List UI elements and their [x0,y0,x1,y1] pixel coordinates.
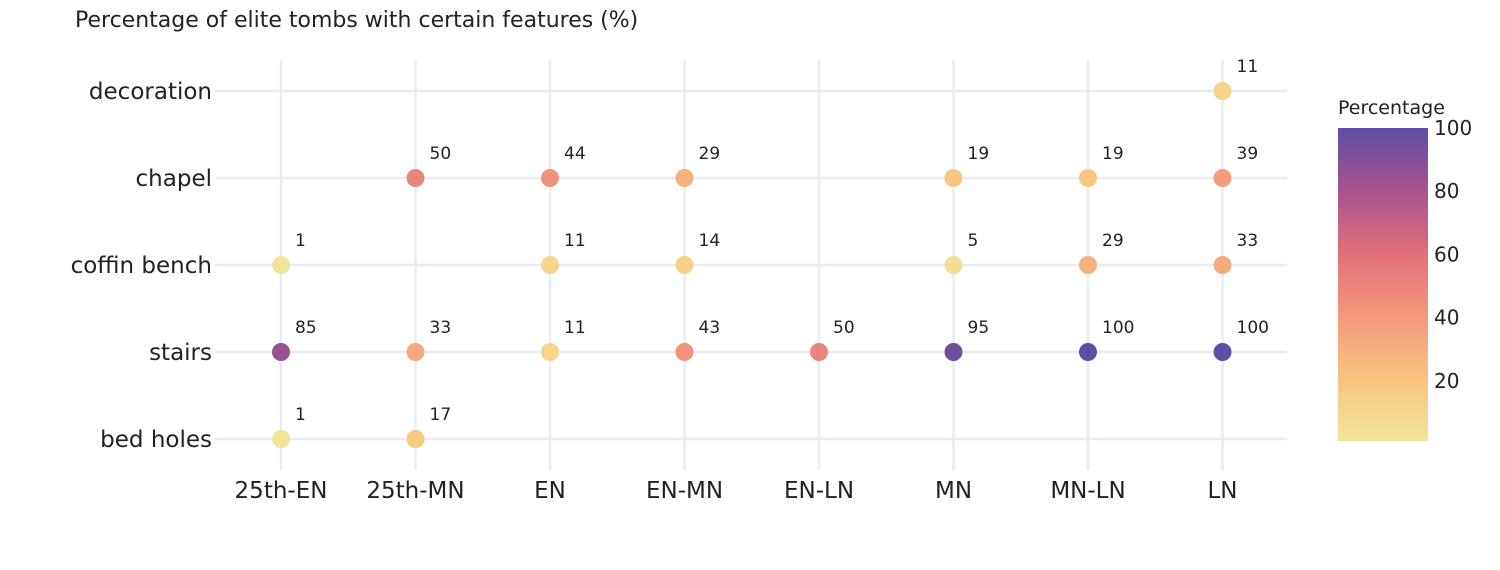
colorbar-tick-label: 100 [1434,116,1472,140]
data-label: 1 [295,405,306,425]
y-tick-label: decoration [89,79,212,105]
data-label: 19 [968,144,990,164]
data-point[interactable] [1213,256,1232,274]
x-tick-label: EN [534,478,566,504]
y-tick-label: bed holes [100,427,212,453]
x-tick-label: 25th-MN [366,478,464,504]
x-tick-label: EN-MN [646,478,723,504]
data-label: 19 [1102,144,1124,164]
data-point[interactable] [406,430,425,448]
x-tick-label: MN-LN [1050,478,1125,504]
data-label: 39 [1237,144,1259,164]
data-label: 50 [430,144,452,164]
data-point[interactable] [541,343,559,361]
data-label: 100 [1237,318,1269,338]
data-label: 95 [968,318,990,338]
data-label: 100 [1102,318,1134,338]
data-point[interactable] [810,343,828,361]
data-label: 5 [968,231,979,251]
data-label: 11 [1237,57,1259,77]
y-tick-label: chapel [136,166,212,192]
data-point[interactable] [1079,169,1097,187]
colorbar-tick-label: 80 [1434,179,1459,203]
data-point[interactable] [406,169,425,187]
y-axis-ticks: bed holes stairs coffin bench chapel decorat… [71,79,212,453]
data-point[interactable] [944,256,963,274]
colorbar-gradient [1338,128,1428,441]
data-point[interactable] [675,256,694,274]
data-label: 11 [564,231,586,251]
y-tick-label: coffin bench [71,253,212,279]
data-point[interactable] [272,256,290,274]
data-label: 50 [833,318,855,338]
grid-lines [215,60,1287,470]
data-point[interactable] [675,343,694,361]
chart-title: Percentage of elite tombs with certain f… [75,8,639,33]
data-point[interactable] [541,169,559,187]
data-label: 44 [564,144,586,164]
colorbar-legend: Percentage 20 40 60 80 100 [1338,97,1472,441]
data-point[interactable] [406,343,425,361]
data-point[interactable] [272,430,290,448]
data-point[interactable] [1213,343,1232,361]
data-points [272,82,1232,448]
data-label: 85 [295,318,317,338]
data-label: 29 [1102,231,1124,251]
data-point[interactable] [1213,82,1232,100]
data-point[interactable] [1079,256,1097,274]
data-point[interactable] [944,169,963,187]
data-point[interactable] [1079,343,1097,361]
data-label: 33 [1237,231,1259,251]
colorbar-tick-label: 20 [1434,369,1459,393]
data-label: 17 [430,405,452,425]
x-tick-label: EN-LN [784,478,854,504]
x-tick-label: LN [1207,478,1237,504]
data-point[interactable] [675,169,694,187]
data-label: 1 [295,231,306,251]
data-label: 11 [564,318,586,338]
y-tick-label: stairs [149,340,212,366]
colorbar-tick-label: 40 [1434,306,1459,330]
data-point[interactable] [272,343,290,361]
data-label: 29 [699,144,721,164]
x-tick-label: 25th-EN [235,478,328,504]
data-label: 33 [430,318,452,338]
colorbar-title: Percentage [1338,97,1445,119]
x-tick-label: MN [935,478,972,504]
data-point[interactable] [541,256,559,274]
data-point[interactable] [944,343,963,361]
colorbar-tick-label: 60 [1434,242,1459,266]
x-axis-ticks: 25th-EN 25th-MN EN EN-MN EN-LN MN MN-LN LN [235,478,1238,504]
data-point[interactable] [1213,169,1232,187]
data-label: 43 [699,318,721,338]
data-label: 14 [699,231,721,251]
